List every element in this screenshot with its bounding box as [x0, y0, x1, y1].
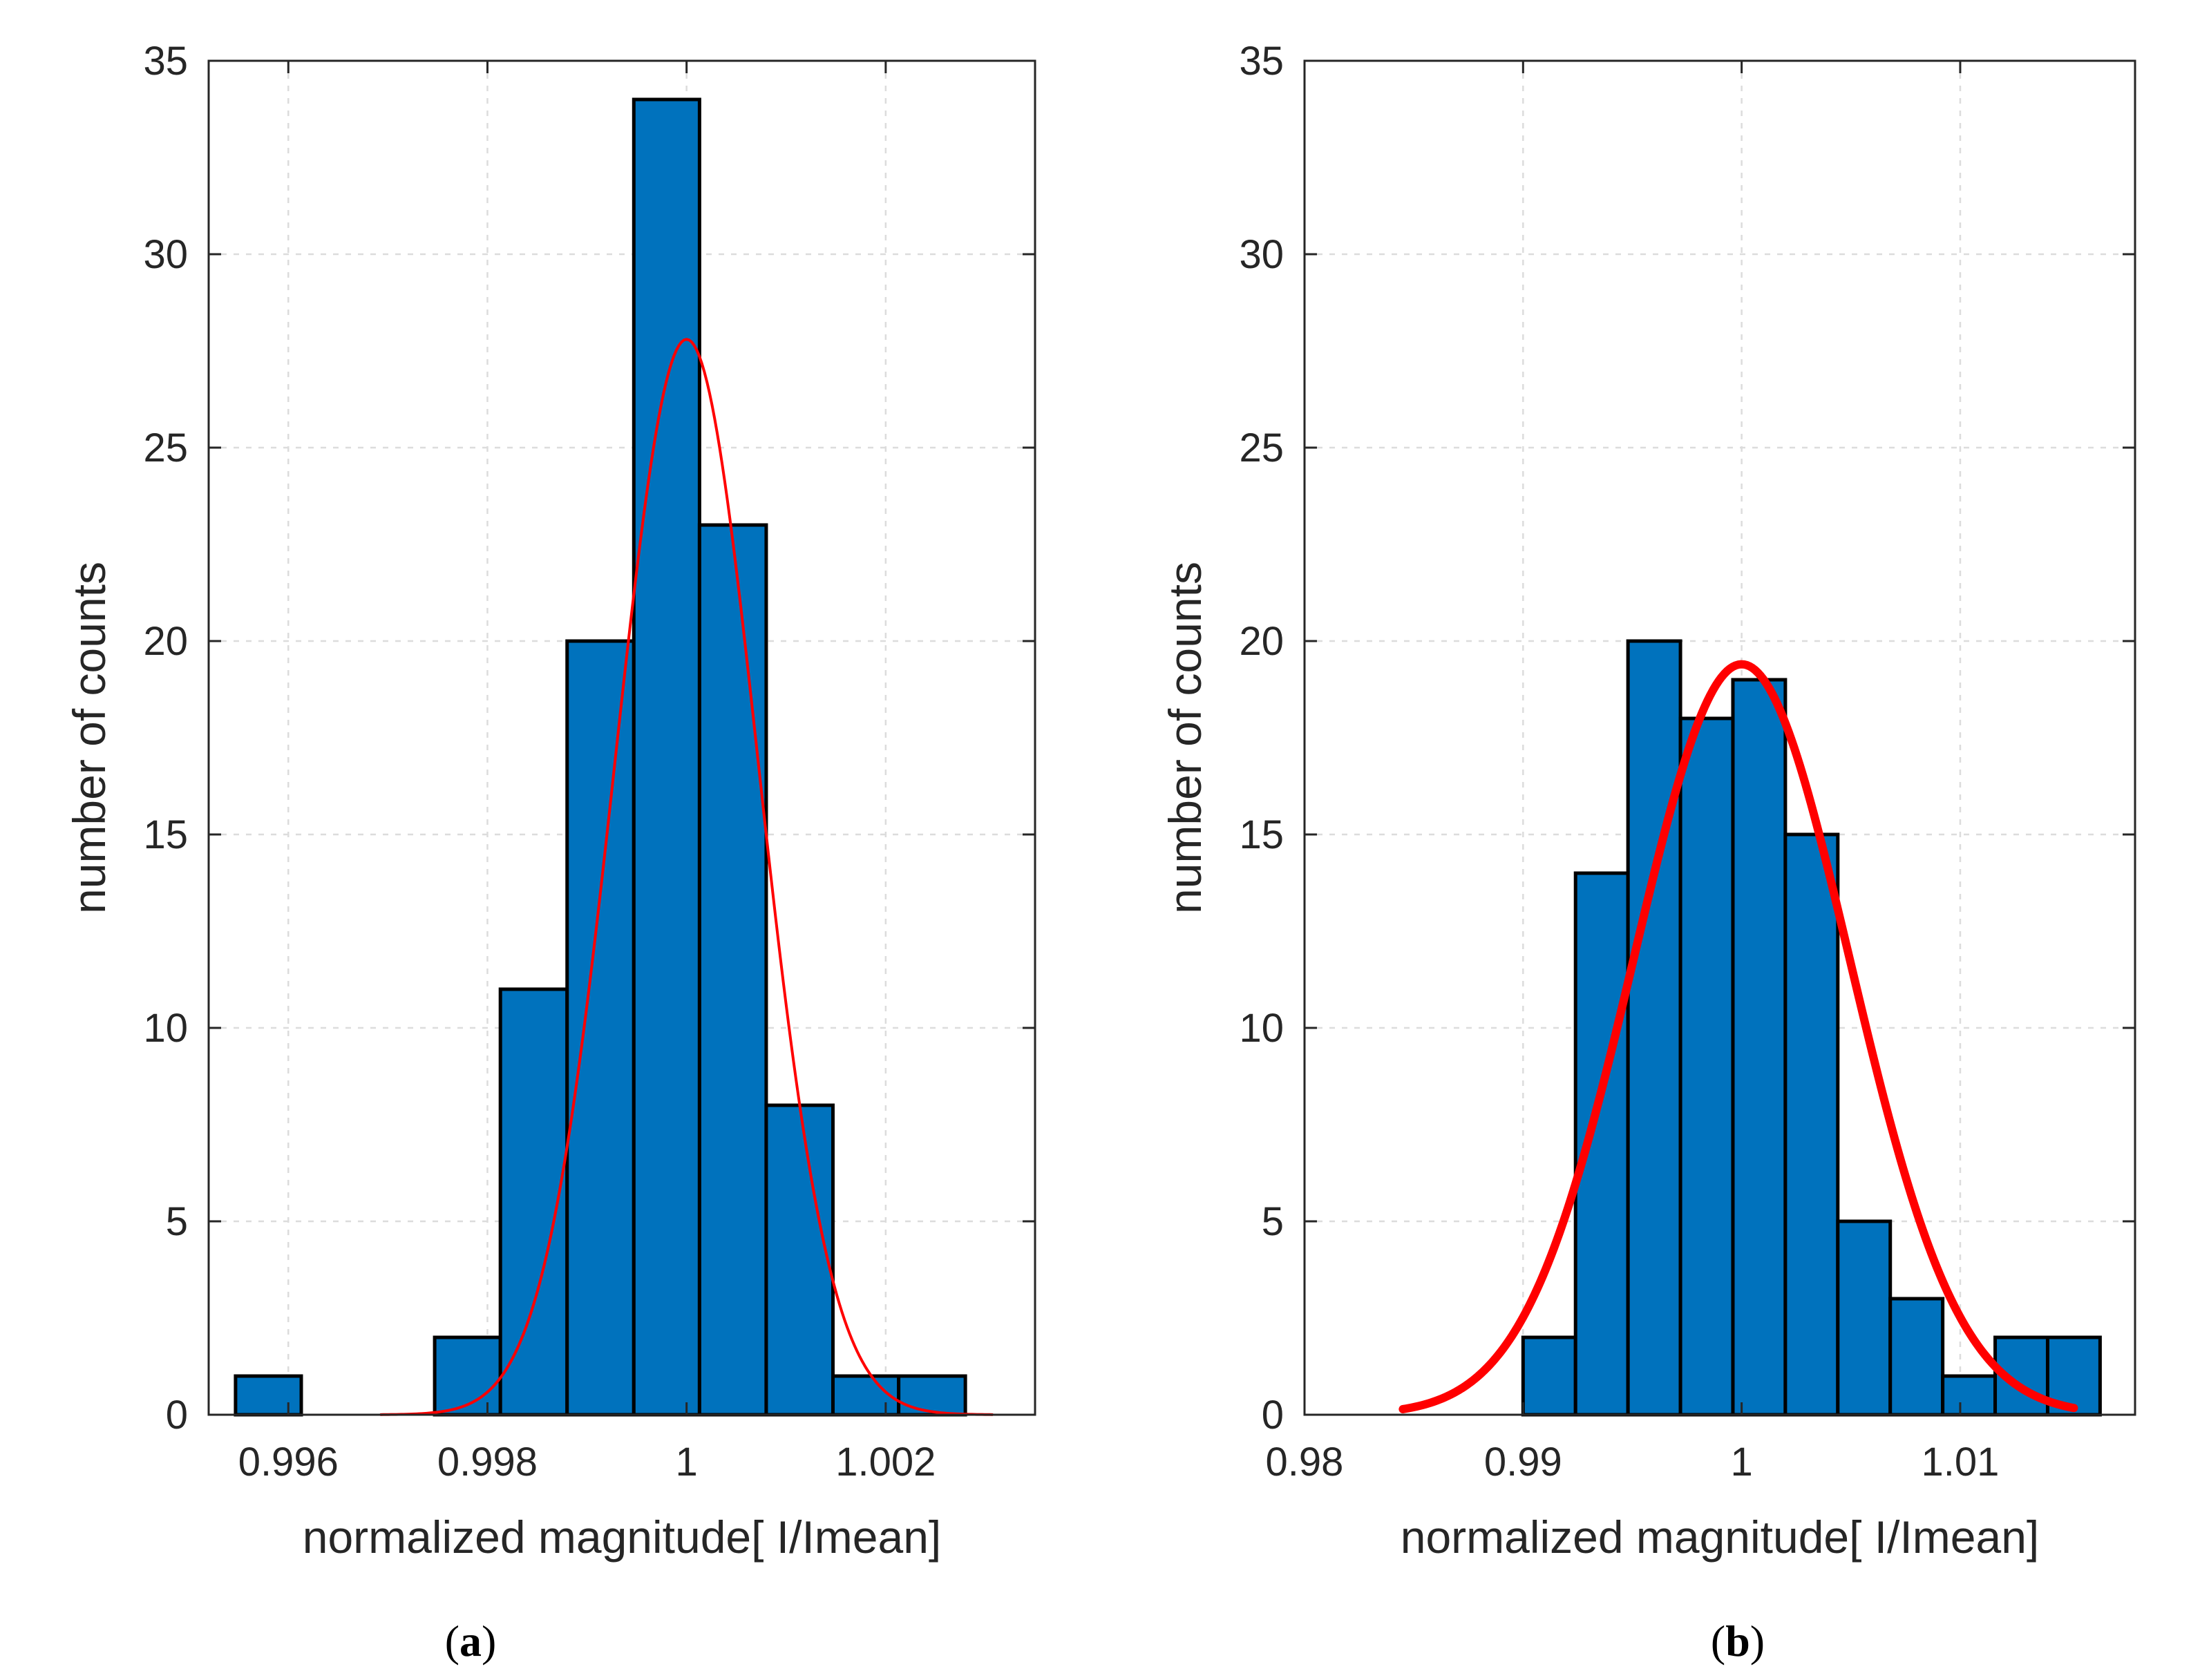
gaussian-fit-curve — [1398, 660, 2078, 1413]
x-tick-label: 0.996 — [238, 1440, 339, 1485]
y-tick-label: 35 — [143, 39, 188, 84]
y-tick-label: 0 — [166, 1393, 188, 1438]
caption-close-paren: ) — [1750, 1616, 1765, 1665]
caption-letter: a — [459, 1616, 482, 1665]
y-tick-label: 5 — [166, 1199, 188, 1244]
y-tick-label: 35 — [1239, 39, 1284, 84]
y-tick-label: 5 — [1262, 1199, 1284, 1244]
chart-panel-b: 0.98 0.99 1 1.01 0 5 10 15 20 25 30 35 normalized ma… — [1159, 39, 2136, 1665]
axes-box — [207, 59, 1036, 1416]
caption-open-paren: ( — [1711, 1616, 1725, 1665]
histogram-bar — [764, 1103, 835, 1417]
histogram-bar — [632, 97, 701, 1417]
x-tick-label: 0.998 — [437, 1440, 538, 1485]
caption-open-paren: ( — [445, 1616, 459, 1665]
histogram-bar — [1678, 716, 1735, 1417]
histogram-bar — [1836, 1219, 1893, 1417]
x-tick-label: 0.98 — [1266, 1440, 1344, 1485]
panel-caption: (b) — [1711, 1616, 1765, 1665]
y-tick-label: 0 — [1262, 1393, 1284, 1438]
panel-caption: (a) — [445, 1616, 497, 1665]
caption-close-paren: ) — [482, 1616, 496, 1665]
x-tick-label: 1 — [1730, 1440, 1752, 1485]
y-axis-label: number of counts — [64, 562, 115, 914]
histogram-bar — [1941, 1374, 1998, 1417]
y-tick-label: 25 — [143, 426, 188, 470]
histogram-bar — [234, 1374, 303, 1417]
histogram-bar — [1731, 678, 1788, 1417]
caption-letter: b — [1725, 1616, 1750, 1665]
x-tick-label: 1 — [676, 1440, 698, 1485]
histogram-bar — [1626, 639, 1682, 1417]
x-tick-label: 1.002 — [835, 1440, 936, 1485]
gaussian-fit-curve — [379, 338, 994, 1416]
x-tick-label: 1.01 — [1922, 1440, 2000, 1485]
x-tick-label: 0.99 — [1484, 1440, 1562, 1485]
y-tick-label: 15 — [143, 812, 188, 857]
y-tick-label: 30 — [1239, 232, 1284, 277]
y-tick-label: 20 — [143, 619, 188, 664]
x-axis-label: normalized magnitude[ I/Imean] — [303, 1511, 941, 1563]
y-tick-label: 20 — [1239, 619, 1284, 664]
histogram-bar — [433, 1335, 502, 1417]
histogram-bar — [1783, 832, 1840, 1417]
y-tick-label: 10 — [1239, 1006, 1284, 1051]
chart-panel-a: 0.996 0.998 1 1.002 0 5 10 15 20 25 30 35 normalized… — [64, 39, 1036, 1665]
y-tick-label: 10 — [143, 1006, 188, 1051]
x-axis-label: normalized magnitude[ I/Imean] — [1401, 1511, 2039, 1563]
axes-box — [1303, 59, 2136, 1416]
y-tick-label: 30 — [143, 232, 188, 277]
histogram-bar — [697, 523, 768, 1417]
y-axis-label: number of counts — [1159, 562, 1211, 914]
y-tick-label: 25 — [1239, 426, 1284, 470]
histogram-bar — [565, 639, 636, 1417]
histogram-bar — [897, 1374, 967, 1417]
y-tick-label: 15 — [1239, 812, 1284, 857]
histogram-bar — [1888, 1297, 1945, 1417]
histogram-bar — [1521, 1335, 1577, 1417]
